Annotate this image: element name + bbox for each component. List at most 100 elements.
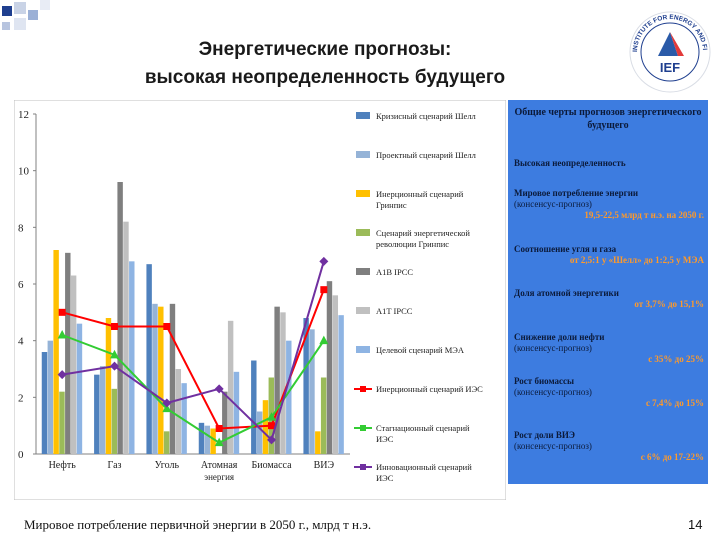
panel-item-value: с 6% до 17-22% [640, 452, 704, 462]
chart-caption: Мировое потребление первичной энергии в … [24, 517, 372, 532]
bar [280, 312, 286, 454]
line-point [214, 384, 224, 394]
panel-item-coal-gas: Соотношение угля и газа от 2,5:1 у «Шелл… [514, 244, 704, 266]
y-tick-label: 12 [18, 109, 29, 121]
legend-label: A1T IPCC [376, 306, 413, 316]
panel-item-renewables: Рост доли ВИЭ (консенсус-прогноз) с 6% д… [514, 430, 704, 463]
bar [233, 371, 240, 454]
panel-item-head: Рост доли ВИЭ [514, 430, 575, 440]
legend-marker [360, 425, 366, 431]
panel-item-line: (консенсус-прогноз) [514, 441, 592, 451]
bar [146, 264, 152, 454]
panel-item-value: от 3,7% до 15,1% [634, 299, 704, 309]
panel-item-value: с 35% до 25% [648, 354, 704, 364]
y-tick-label: 8 [18, 222, 24, 234]
panel-item-line: (консенсус-прогноз) [514, 199, 592, 209]
line-point [319, 256, 329, 266]
x-tick-label-line2: энергия [204, 472, 234, 482]
summary-panel: Общие черты прогнозов энергетического бу… [508, 100, 708, 484]
panel-item-uncertainty: Высокая неопределенность [514, 158, 704, 169]
panel-item-consumption: Мировое потребление энергии (консенсус-п… [514, 188, 704, 221]
panel-item-biomass: Рост биомассы (консенсус-прогноз) с 7,4%… [514, 376, 704, 409]
bar [152, 303, 158, 454]
line-point [267, 435, 276, 445]
legend-label: Проектный сценарий Шелл [376, 150, 477, 160]
legend-swatch [356, 346, 370, 353]
x-tick-label: Атомная [201, 460, 238, 471]
line-point [111, 323, 118, 330]
panel-item-value: с 7,4% до 15% [645, 398, 704, 408]
bar [181, 383, 187, 454]
panel-item-head: Рост биомассы [514, 376, 575, 386]
bar [105, 318, 112, 454]
bar [65, 252, 71, 454]
x-tick-label: Биомасса [251, 460, 292, 471]
bar [227, 320, 234, 454]
bar [303, 318, 309, 454]
legend-swatch [356, 307, 370, 314]
bar [117, 182, 123, 454]
legend-swatch [356, 151, 370, 158]
line-point [57, 330, 67, 339]
bar [338, 315, 344, 454]
corner-decoration [0, 0, 60, 45]
ief-logo: INSTITUTE FOR ENERGY AND FINANCE IEF [626, 5, 712, 94]
line-point [268, 422, 275, 430]
line-point [267, 412, 276, 421]
series-line [62, 261, 325, 442]
legend-swatch [356, 229, 370, 236]
y-tick-label: 4 [18, 336, 24, 348]
line-point [110, 361, 119, 371]
bar [158, 306, 164, 454]
y-tick-label: 10 [18, 166, 30, 178]
y-tick-label: 2 [18, 392, 24, 404]
bar [94, 374, 100, 454]
bar [70, 275, 77, 454]
legend-label: Инерционный сценарий [376, 189, 464, 199]
legend-label: Инерционный сценарий ИЭС [376, 384, 483, 394]
legend-label: Стагнационный сценарий [376, 423, 470, 433]
legend-label: Инновационный сценарий [376, 462, 472, 472]
line-point [162, 403, 172, 413]
bar [286, 340, 292, 454]
panel-item-value: 19,5-22,5 млрд т н.э. на 2050 г. [584, 210, 704, 220]
bar [59, 391, 65, 454]
legend-label-line2: ИЭС [376, 473, 394, 483]
bar [169, 303, 176, 454]
line-point [215, 425, 223, 432]
panel-item-head: Мировое потребление энергии [514, 188, 639, 198]
line-point [162, 398, 172, 408]
slide-title: Энергетические прогнозы: высокая неопред… [95, 36, 555, 92]
x-tick-label: Газ [108, 460, 122, 471]
y-tick-label: 6 [18, 279, 24, 291]
legend-swatch [356, 190, 370, 197]
x-tick-label: Нефть [49, 460, 77, 471]
bar [111, 388, 118, 454]
bar [163, 431, 170, 454]
x-tick-label: Уголь [155, 460, 180, 471]
line-point [110, 349, 119, 359]
bar [222, 391, 228, 454]
legend-label-line2: Гринпис [376, 200, 407, 210]
bar [123, 221, 129, 454]
series-line [61, 334, 325, 444]
page-number: 14 [688, 517, 703, 532]
legend-marker [360, 464, 366, 470]
bar [99, 366, 106, 454]
x-tick-label: ВИЭ [314, 460, 335, 471]
legend-label: A1B IPCC [376, 267, 413, 277]
bar [198, 422, 205, 454]
panel-item-oil: Снижение доли нефти (консенсус-прогноз) … [514, 332, 704, 365]
panel-item-line: (консенсус-прогноз) [514, 343, 592, 353]
panel-item-value: от 2,5:1 у «Шелл» до 1:2,5 у МЭА [569, 255, 704, 265]
bar [251, 360, 257, 454]
line-point [319, 335, 329, 345]
y-tick-label: 0 [18, 449, 24, 461]
panel-item-head: Снижение доли нефти [514, 332, 605, 342]
legend-swatch [356, 112, 370, 119]
bar [204, 425, 211, 454]
bar [274, 306, 280, 454]
title-line-1: Энергетические прогнозы: [198, 39, 452, 60]
line-point [320, 286, 328, 294]
